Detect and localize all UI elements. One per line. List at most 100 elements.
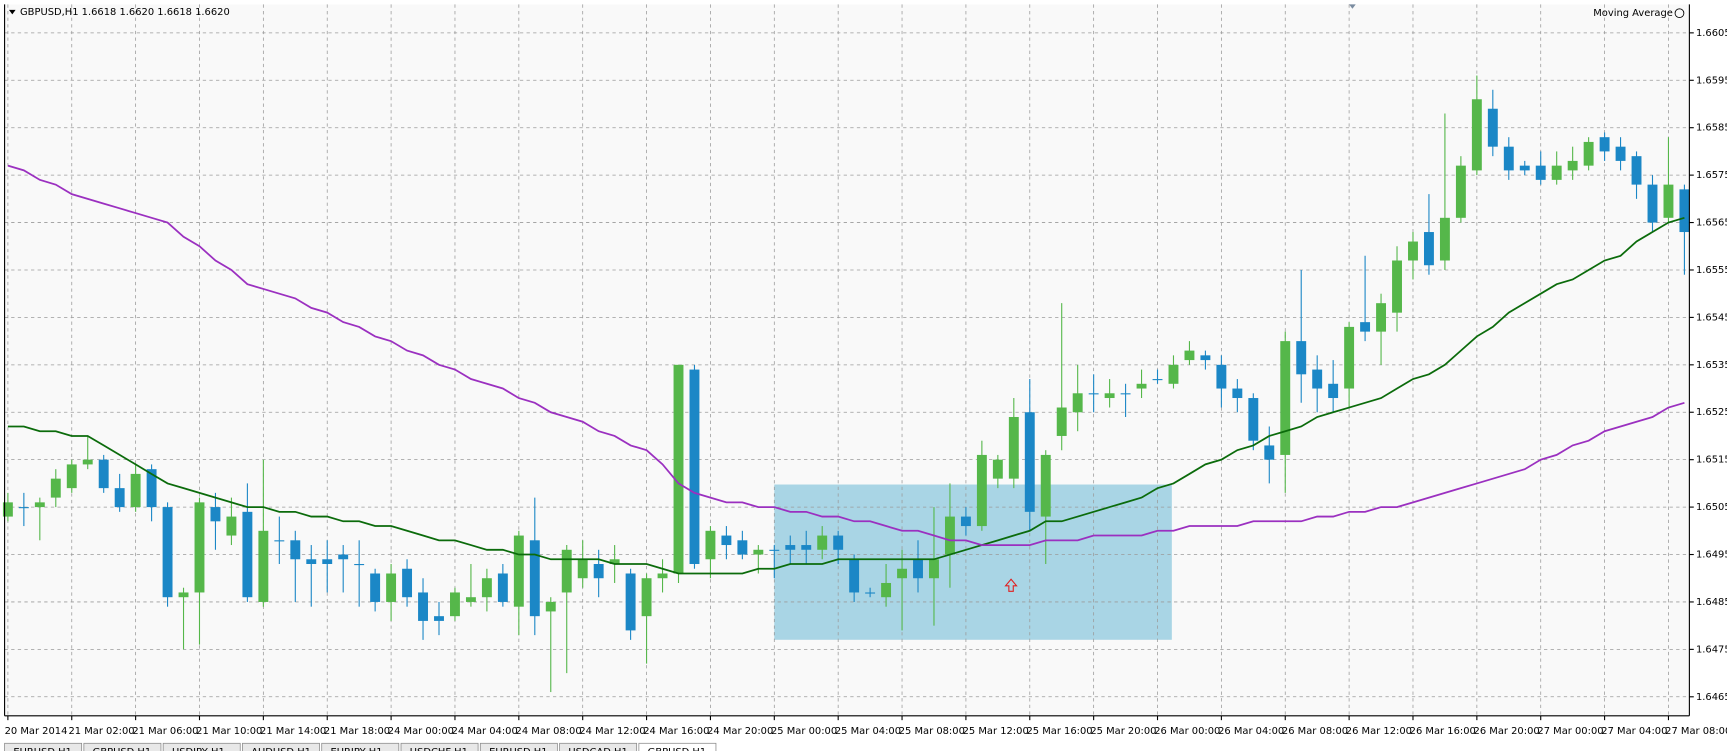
indicator-close-icon[interactable] <box>1674 8 1685 19</box>
candle-body <box>881 582 892 598</box>
candle-body <box>944 516 955 555</box>
y-tick-label: 1.6475 <box>1696 644 1727 655</box>
tab-label[interactable]: EURJPY,H1 <box>331 747 383 751</box>
candle-body <box>897 568 907 579</box>
chart-shift-marker[interactable] <box>1349 4 1356 9</box>
y-tick-label: 1.6485 <box>1696 597 1727 608</box>
candle-body <box>1392 260 1402 313</box>
candle-body <box>402 568 413 598</box>
candle-body <box>1120 393 1131 395</box>
candle-body <box>1024 412 1035 512</box>
y-tick-label: 1.6565 <box>1696 218 1727 229</box>
candle-body <box>1168 364 1179 384</box>
x-tick-label: 24 Mar 00:00 <box>388 726 454 737</box>
x-tick-label: 21 Mar 02:00 <box>68 726 134 737</box>
candle-body <box>1104 393 1115 399</box>
candle-body <box>721 535 732 546</box>
x-tick-label: 24 Mar 04:00 <box>452 726 518 737</box>
candle-body <box>450 592 460 617</box>
tab-label[interactable]: USDCAD,H1 <box>568 747 627 751</box>
tab-active[interactable] <box>638 742 717 751</box>
selection-rectangle[interactable] <box>774 484 1172 640</box>
tab-label[interactable]: EURUSD,H1 <box>489 747 547 751</box>
x-tick-label: 26 Mar 16:00 <box>1410 726 1476 737</box>
tab[interactable] <box>242 742 320 751</box>
candle-body <box>1631 156 1642 185</box>
candle-body <box>753 549 764 555</box>
tab[interactable] <box>321 742 400 751</box>
candle-body <box>194 502 205 593</box>
candle-body <box>178 592 189 598</box>
candle-body <box>130 473 141 508</box>
y-tick-label: 1.6575 <box>1696 170 1727 181</box>
candle-body <box>1056 407 1067 436</box>
tab-label[interactable]: EURUSD,H1 <box>13 747 71 751</box>
y-tick-label: 1.6545 <box>1696 312 1727 323</box>
tab[interactable] <box>400 742 479 751</box>
candle-body <box>1232 388 1243 399</box>
candle-body <box>641 578 652 617</box>
candle-body <box>66 464 77 489</box>
x-tick-label: 21 Mar 06:00 <box>132 726 198 737</box>
candle-body <box>114 488 125 508</box>
candle-body <box>593 564 604 579</box>
x-tick-label: 26 Mar 08:00 <box>1282 726 1348 737</box>
candle-body <box>1615 146 1626 161</box>
x-tick-label: 21 Mar 14:00 <box>260 726 326 737</box>
y-tick-label: 1.6595 <box>1696 75 1727 86</box>
candle-body <box>1567 160 1578 171</box>
candle-body <box>1551 165 1562 180</box>
moving-averages <box>7 164 1685 575</box>
candle-body <box>1184 350 1195 361</box>
tab[interactable] <box>162 742 241 751</box>
candle-body <box>1423 232 1434 266</box>
candle-body <box>50 478 61 498</box>
candle-body <box>513 535 524 607</box>
candle-body <box>1679 189 1690 233</box>
tab[interactable] <box>4 742 83 751</box>
candle-body <box>545 601 556 612</box>
x-tick-label: 25 Mar 12:00 <box>963 726 1029 737</box>
candle-body <box>418 592 428 621</box>
candle-body <box>322 559 333 565</box>
candle-body <box>274 540 285 542</box>
tab-label[interactable]: AUDUSD,H1 <box>251 747 311 751</box>
symbol-menu-arrow[interactable] <box>8 9 16 15</box>
candle-body <box>1663 184 1674 218</box>
tab-label[interactable]: GBPUSD,H1 <box>648 747 707 751</box>
candle-body <box>929 559 939 579</box>
tab[interactable] <box>83 742 162 751</box>
candle-body <box>82 459 93 465</box>
candle-body <box>577 559 588 579</box>
candle-body <box>1216 364 1227 389</box>
buy-arrow[interactable] <box>1004 578 1018 592</box>
candle-body <box>1647 184 1658 223</box>
tab-label[interactable]: GBPUSD,H1 <box>93 747 152 751</box>
candle-body <box>976 454 987 527</box>
x-tick-label: 27 Mar 04:00 <box>1601 726 1667 737</box>
tab-label[interactable]: USDCHF,H1 <box>410 747 468 751</box>
x-tick-label: 25 Mar 16:00 <box>1026 726 1092 737</box>
candle-body <box>865 592 876 594</box>
candle-body <box>1471 99 1482 171</box>
candle-body <box>1328 383 1339 399</box>
x-tick-label: 27 Mar 00:00 <box>1537 726 1603 737</box>
candle-body <box>785 545 796 550</box>
candle-body <box>1040 454 1051 517</box>
candle-body <box>1519 165 1530 171</box>
candle-body <box>1152 379 1163 381</box>
x-tick-label: 25 Mar 20:00 <box>1090 726 1156 737</box>
y-tick-label: 1.6465 <box>1696 692 1727 703</box>
tab[interactable] <box>559 742 638 751</box>
x-tick-label: 20 Mar 2014 <box>5 726 68 737</box>
tab-label[interactable]: USDJPY,H1 <box>172 747 225 751</box>
grid <box>4 4 1690 716</box>
candle-body <box>561 549 572 593</box>
candle-body <box>1535 165 1546 180</box>
y-tick-label: 1.6535 <box>1696 360 1727 371</box>
candle-body <box>833 535 844 550</box>
chart-ohlc: 1.6618 1.6620 1.6618 1.6620 <box>82 7 230 18</box>
y-tick-label: 1.6525 <box>1696 407 1727 418</box>
candle-body <box>386 573 397 602</box>
tab[interactable] <box>479 742 558 751</box>
